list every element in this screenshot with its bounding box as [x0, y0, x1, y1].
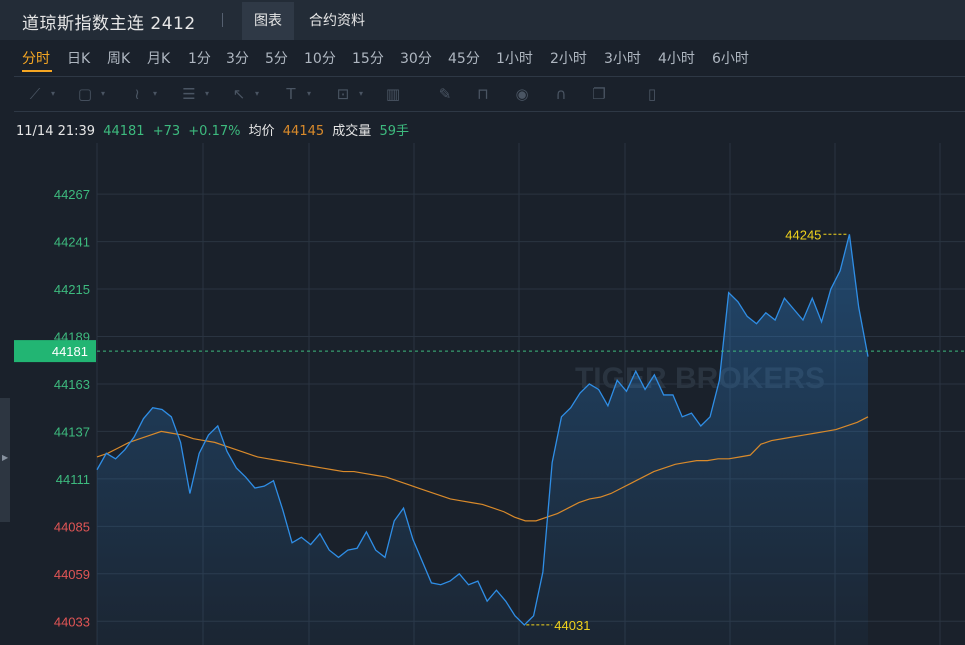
price-line — [96, 234, 869, 626]
magnet-icon[interactable]: ∩ — [555, 85, 567, 103]
period-week[interactable]: 周K — [107, 51, 131, 67]
price-area-fill — [97, 234, 868, 645]
period-selector: 分时 日K 周K 月K 1分 3分 5分 10分 15分 30分 45分 1小时… — [0, 40, 965, 76]
quote-change: +73 — [152, 124, 181, 139]
y-tick-label: 44059 — [54, 567, 90, 582]
title-bar: 道琼斯指数主连 2412 图表 合约资料 — [0, 0, 965, 40]
current-price-label: 44181 — [52, 344, 88, 359]
quote-info-bar: 11/14 21:39 44181 +73 +0.17% 均价 44145 成交… — [16, 120, 413, 139]
lock-icon[interactable]: ⊓ — [477, 85, 489, 103]
volume-value: 59手 — [379, 124, 409, 139]
high-marker-label: 44245 — [785, 227, 821, 242]
quote-change-pct: +0.17% — [188, 124, 241, 139]
y-axis: 4426744241442154418944163441374411144085… — [54, 187, 90, 629]
divider-toolbar — [14, 111, 965, 112]
eye-icon[interactable]: ◉ — [515, 85, 529, 103]
period-5m[interactable]: 5分 — [265, 51, 288, 67]
y-tick-label: 44241 — [54, 235, 90, 250]
y-tick-label: 44033 — [54, 614, 90, 629]
period-3m[interactable]: 3分 — [226, 51, 249, 67]
title-separator — [222, 13, 223, 27]
period-day[interactable]: 日K — [67, 51, 91, 67]
tab-contract-info[interactable]: 合约资料 — [309, 13, 365, 29]
measure-icon[interactable]: ⊡ ▾ — [336, 85, 363, 103]
layers-icon[interactable]: ❐ — [592, 85, 606, 103]
text-icon[interactable]: T ▾ — [286, 85, 311, 103]
period-2h[interactable]: 2小时 — [550, 51, 587, 67]
y-tick-label: 44163 — [54, 377, 90, 392]
avg-price-label: 均价 — [248, 124, 275, 139]
drawing-toolbar: ⟋ ▾ ▢ ▾ ≀ ▾ ☰ ▾ ↖ ▾ T ▾ ⊡ ▾ ▥ ✎ ⊓ ◉ ∩ ❐ ▯ — [14, 77, 965, 111]
period-1m[interactable]: 1分 — [188, 51, 211, 67]
arrow-icon[interactable]: ↖ ▾ — [232, 85, 259, 103]
low-marker-label: 44031 — [554, 618, 590, 633]
period-3h[interactable]: 3小时 — [604, 51, 641, 67]
pen-icon[interactable]: ✎ — [438, 85, 452, 103]
quote-datetime: 11/14 21:39 — [16, 124, 96, 139]
panel-expand-handle[interactable]: ▶ — [0, 398, 10, 522]
y-tick-label: 44137 — [54, 424, 90, 439]
trendline-icon[interactable]: ⟋ ▾ — [29, 85, 55, 103]
period-1h[interactable]: 1小时 — [496, 51, 533, 67]
period-45m[interactable]: 45分 — [448, 51, 480, 67]
y-tick-label: 44085 — [54, 519, 90, 534]
period-month[interactable]: 月K — [147, 51, 171, 67]
divider-top — [14, 76, 965, 77]
period-15m[interactable]: 15分 — [352, 51, 384, 67]
avg-price-value: 44145 — [282, 124, 325, 139]
bars-icon[interactable]: ▥ — [385, 85, 401, 103]
period-30m[interactable]: 30分 — [400, 51, 432, 67]
y-tick-label: 44111 — [56, 472, 90, 487]
current-price-tag: 44181 — [14, 340, 96, 363]
quote-price: 44181 — [103, 124, 145, 139]
period-10m[interactable]: 10分 — [304, 51, 336, 67]
current-price-badge — [14, 340, 96, 363]
extreme-markers: 44245 44031 — [526, 227, 848, 633]
volume-label: 成交量 — [332, 124, 372, 139]
y-tick-label: 44215 — [54, 282, 90, 297]
page-title: 道琼斯指数主连 2412 — [22, 14, 196, 34]
rectangle-icon[interactable]: ▢ ▾ — [77, 85, 105, 103]
fib-icon[interactable]: ☰ ▾ — [182, 85, 209, 103]
active-period-underline — [22, 70, 52, 72]
period-4h[interactable]: 4小时 — [658, 51, 695, 67]
wave-icon[interactable]: ≀ ▾ — [134, 85, 157, 103]
period-intraday[interactable]: 分时 — [22, 51, 50, 67]
expand-arrow-icon: ▶ — [2, 453, 9, 462]
tab-chart[interactable]: 图表 — [242, 2, 294, 40]
trash-icon[interactable]: ▯ — [647, 85, 657, 103]
y-tick-label: 44267 — [54, 187, 90, 202]
period-6h[interactable]: 6小时 — [712, 51, 749, 67]
